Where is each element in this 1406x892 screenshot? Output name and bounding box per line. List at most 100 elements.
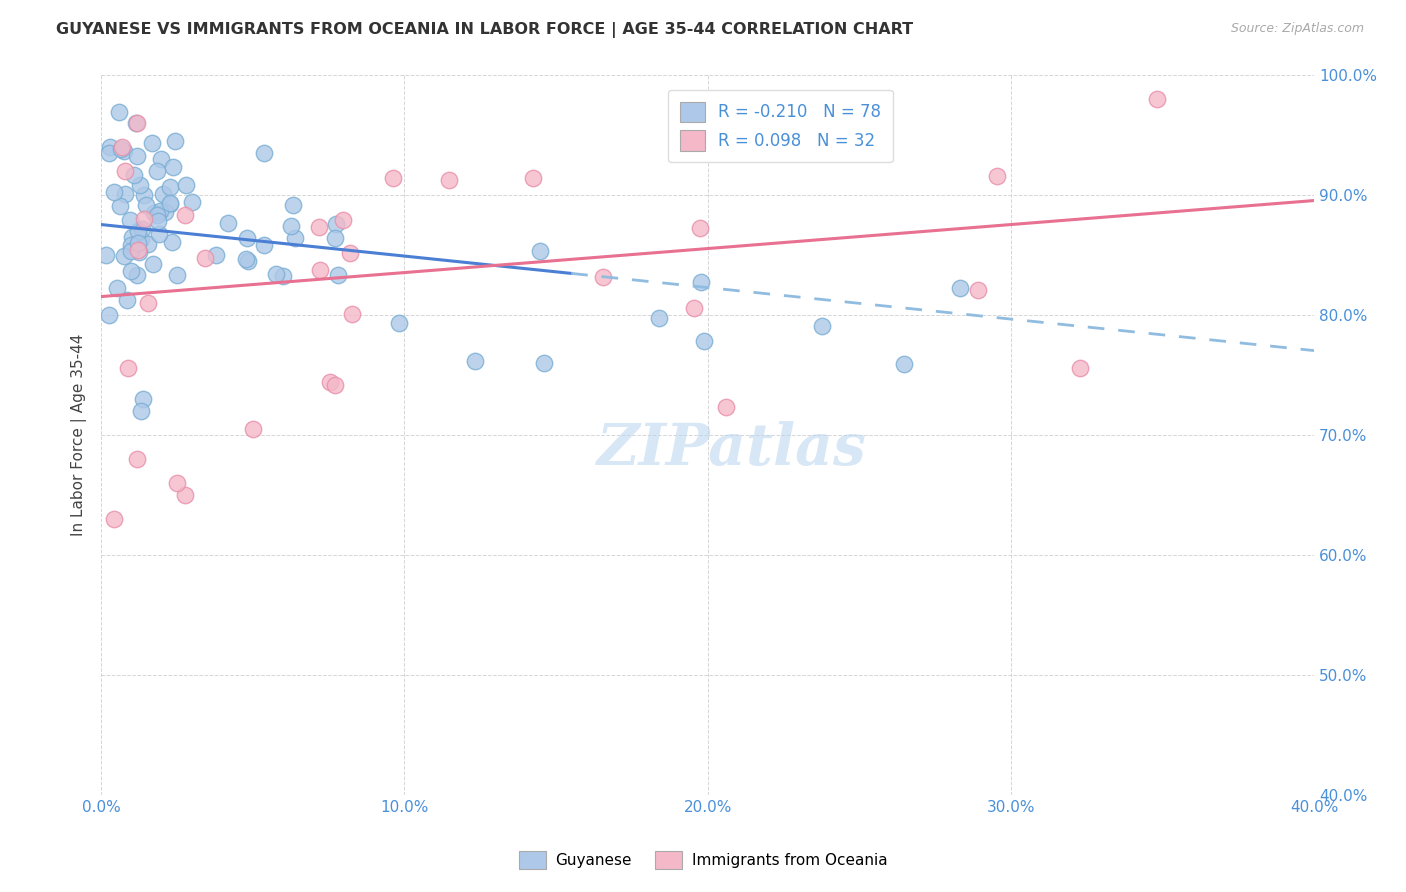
Point [112,249,135,263]
Legend: R = -0.210   N = 78, R = 0.098   N = 32: R = -0.210 N = 78, R = 0.098 N = 32 [668,90,893,162]
Point [129,403,152,417]
Text: GUYANESE VS IMMIGRANTS FROM OCEANIA IN LABOR FORCE | AGE 35-44 CORRELATION CHART: GUYANESE VS IMMIGRANTS FROM OCEANIA IN L… [56,22,914,38]
Point [323,231,346,245]
Point [647,310,669,325]
Point [284,231,307,245]
Point [309,263,332,277]
Point [97,308,120,322]
Point [112,144,135,158]
Point [381,171,404,186]
Point [142,257,165,271]
Point [142,206,165,220]
Point [110,143,132,157]
Point [118,212,141,227]
Point [128,245,150,260]
Point [148,227,170,242]
Point [174,488,197,502]
Point [132,188,155,202]
Point [114,163,136,178]
Point [111,139,134,153]
Point [165,134,187,148]
Text: Source: ZipAtlas.com: Source: ZipAtlas.com [1230,22,1364,36]
Point [108,198,131,212]
Point [242,422,264,436]
Point [129,232,152,246]
Point [121,230,143,244]
Point [153,205,176,219]
Point [714,401,737,415]
Point [281,198,304,212]
Point [122,168,145,182]
Point [1069,361,1091,376]
Point [145,208,167,222]
Point [120,238,142,252]
Point [280,219,302,233]
Point [308,220,330,235]
Point [332,213,354,227]
Point [94,248,117,262]
Text: ZIPatlas: ZIPatlas [598,421,868,477]
Point [149,152,172,166]
Point [159,179,181,194]
Point [125,268,148,282]
Point [205,247,228,261]
Point [339,246,361,260]
Point [437,173,460,187]
Point [103,185,125,199]
Point [160,235,183,249]
Point [127,235,149,250]
Point [98,139,121,153]
Point [159,197,181,211]
Point [132,211,155,226]
Point [162,160,184,174]
Point [103,511,125,525]
Point [174,178,197,192]
Point [181,194,204,209]
Point [949,281,972,295]
Point [159,196,181,211]
Point [146,214,169,228]
Point [117,360,139,375]
Point [340,307,363,321]
Point [115,293,138,307]
Point [120,244,142,258]
Point [986,169,1008,183]
Point [683,301,706,315]
Point [114,187,136,202]
Point [166,268,188,282]
Point [253,146,276,161]
Point [108,105,131,120]
Point [235,252,257,267]
Point [131,222,153,236]
Point [174,208,197,222]
Point [217,216,239,230]
Point [135,197,157,211]
Point [127,115,149,129]
Point [1146,91,1168,105]
Point [166,475,188,490]
Point [533,355,555,369]
Point [264,267,287,281]
Point [127,224,149,238]
Point [693,334,716,348]
Point [253,238,276,252]
Point [136,296,159,310]
Point [194,252,217,266]
Y-axis label: In Labor Force | Age 35-44: In Labor Force | Age 35-44 [72,334,87,536]
Point [326,268,349,283]
Point [149,203,172,218]
Point [125,451,148,466]
Point [811,318,834,333]
Point [966,283,988,297]
Point [323,378,346,392]
Point [236,231,259,245]
Point [464,354,486,368]
Point [152,186,174,201]
Point [893,357,915,371]
Point [132,392,155,406]
Point [125,115,148,129]
Point [271,268,294,283]
Point [146,163,169,178]
Point [98,145,121,160]
Point [127,243,149,257]
